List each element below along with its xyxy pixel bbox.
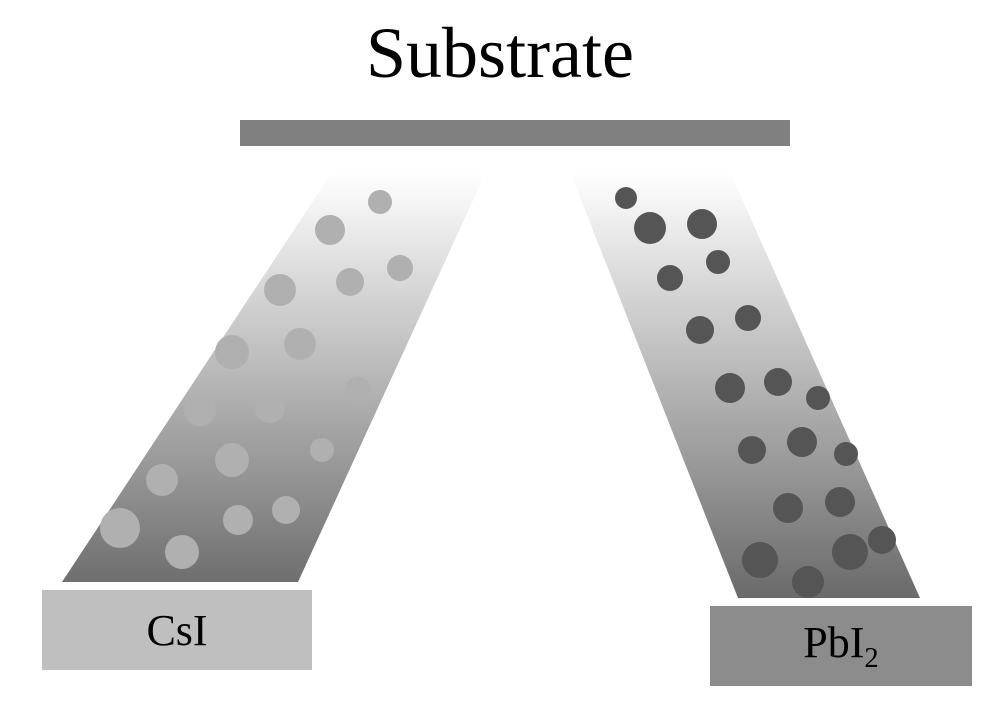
particle (735, 305, 761, 331)
beam-right-shape (570, 172, 920, 598)
source-left-label: CsI (146, 605, 207, 656)
particle (868, 526, 896, 554)
particle (825, 487, 855, 517)
particle (792, 566, 824, 598)
particle (834, 442, 858, 466)
particle (806, 386, 830, 410)
particle (787, 427, 817, 457)
particle (764, 368, 792, 396)
particle (657, 265, 683, 291)
particle (706, 250, 730, 274)
particle (615, 187, 637, 209)
particle (686, 316, 714, 344)
particle (738, 436, 766, 464)
source-left-box: CsI (42, 590, 312, 670)
source-right-label: PbI2 (803, 617, 878, 675)
particle (715, 373, 745, 403)
particle (773, 493, 803, 523)
particle (832, 534, 868, 570)
particle (742, 542, 778, 578)
particle (687, 209, 717, 239)
particle (634, 212, 666, 244)
source-right-box: PbI2 (710, 606, 972, 686)
diagram-canvas: Substrate CsI PbI2 (0, 0, 1000, 705)
